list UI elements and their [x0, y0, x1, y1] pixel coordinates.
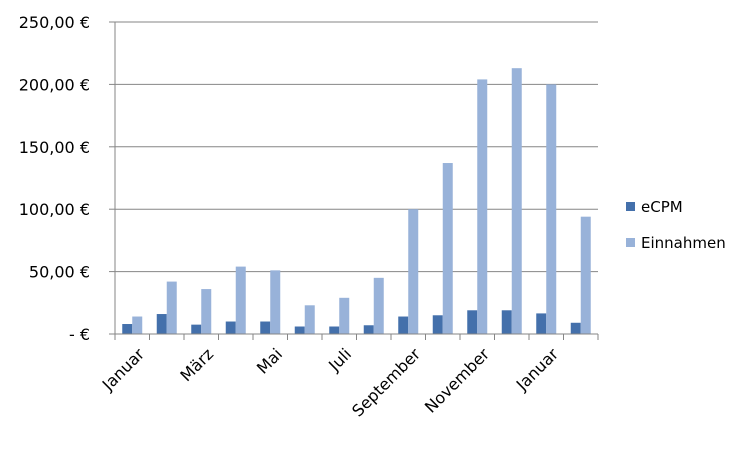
axes — [109, 21, 599, 340]
bar-ecpm-7 — [363, 325, 374, 334]
bar-ecpm-11 — [501, 310, 512, 334]
x-tick-label: Januar — [512, 344, 563, 395]
bar-einnahmen-10 — [477, 79, 488, 335]
bar-einnahmen-5 — [304, 305, 315, 334]
legend-swatch-einnahmen — [626, 238, 635, 247]
bar-ecpm-10 — [467, 310, 478, 334]
legend-label-einnahmen: Einnahmen — [641, 234, 726, 252]
x-tick-label: September — [348, 344, 424, 420]
bar-ecpm-13 — [570, 322, 581, 334]
bar-ecpm-9 — [432, 315, 443, 334]
legend-label-ecpm: eCPM — [641, 198, 683, 216]
bar-ecpm-4 — [260, 321, 271, 334]
x-tick-label: Januar — [98, 344, 149, 395]
bar-einnahmen-2 — [201, 289, 212, 334]
bar-einnahmen-8 — [408, 209, 419, 334]
bar-einnahmen-12 — [546, 84, 557, 335]
bar-einnahmen-9 — [442, 163, 453, 334]
bar-ecpm-5 — [294, 326, 305, 334]
bar-einnahmen-11 — [511, 68, 522, 335]
bar-ecpm-6 — [329, 326, 340, 334]
bar-einnahmen-1 — [166, 281, 177, 334]
y-tick-label: 100,00 € — [19, 200, 90, 219]
legend-swatch-ecpm — [626, 202, 635, 211]
bar-ecpm-3 — [225, 321, 236, 334]
bar-ecpm-1 — [156, 314, 167, 334]
bar-ecpm-12 — [536, 313, 547, 334]
bar-series — [122, 68, 591, 335]
x-tick-label: November — [421, 344, 494, 417]
y-tick-label: 250,00 € — [19, 13, 90, 32]
x-tick-label: Juli — [324, 344, 355, 375]
bar-einnahmen-4 — [270, 270, 281, 334]
y-tick-label: 200,00 € — [19, 75, 90, 94]
y-tick-label: 50,00 € — [29, 263, 90, 282]
bar-ecpm-2 — [191, 324, 202, 334]
y-tick-label: 150,00 € — [19, 138, 90, 157]
bar-einnahmen-13 — [580, 216, 591, 334]
bar-einnahmen-0 — [132, 316, 143, 334]
y-gridlines — [115, 21, 598, 273]
bar-ecpm-8 — [398, 316, 409, 334]
legend: eCPM Einnahmen — [626, 198, 726, 252]
y-tick-labels: - € 50,00 € 100,00 € 150,00 € 200,00 € 250,00… — [19, 13, 90, 344]
bar-einnahmen-3 — [235, 266, 246, 334]
x-tick-label: März — [176, 344, 217, 385]
y-tick-label: - € — [69, 325, 90, 344]
x-tick-label: Mai — [253, 344, 286, 377]
bar-einnahmen-6 — [339, 297, 350, 334]
bar-einnahmen-7 — [373, 277, 384, 334]
bar-ecpm-0 — [122, 324, 133, 334]
